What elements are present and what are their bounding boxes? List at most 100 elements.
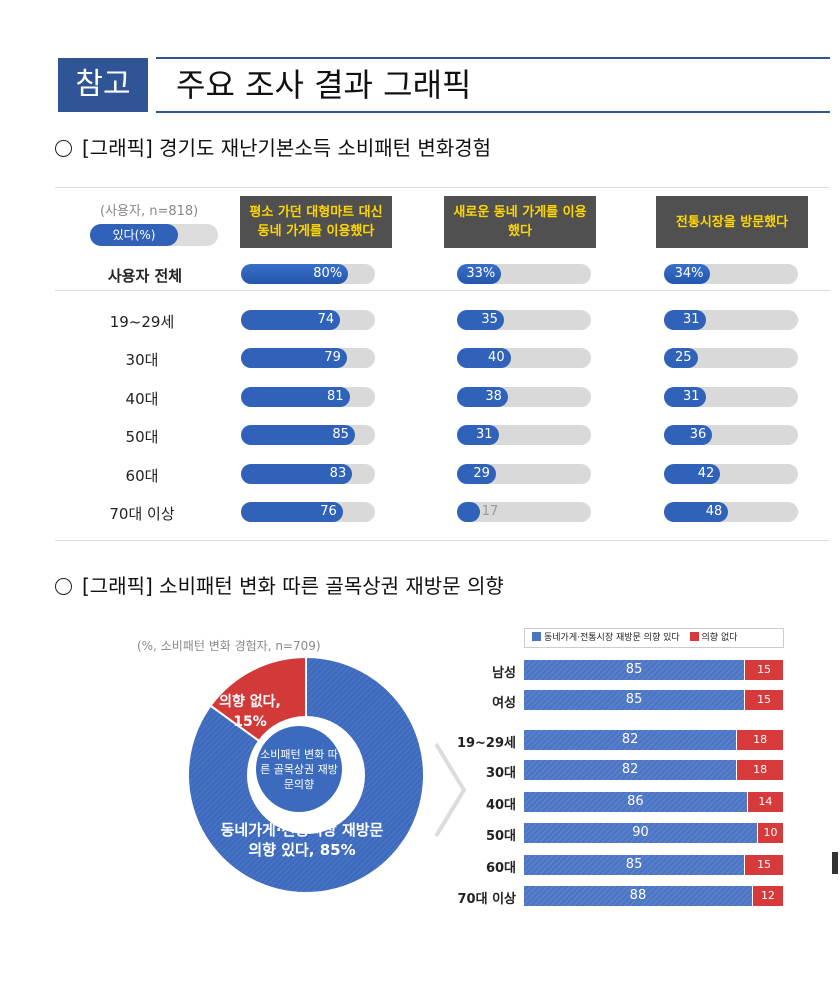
- chart3-legend: 동네가게·전통시장 재방문 의향 있다 의향 없다: [524, 628, 784, 648]
- chart1-bar: 29: [457, 464, 496, 484]
- chart1-bar-track: 31: [664, 310, 798, 330]
- chart1-row-label: 60대: [125, 467, 159, 485]
- chart1-bar: 76: [241, 502, 343, 522]
- chart3-bar-row: 85 15: [524, 690, 783, 710]
- chart1-bar: 33%: [457, 264, 502, 284]
- chart3-row-label: 70대 이상: [457, 892, 517, 907]
- page-edge-marker: [832, 852, 838, 874]
- chart1-bar: 81: [241, 387, 350, 407]
- chart1-bar-track: 40: [457, 348, 591, 368]
- chart1-bar-track: 36: [664, 425, 798, 445]
- chart1-bar: 31: [457, 425, 499, 445]
- chart3-bar-yes: 82: [524, 760, 737, 780]
- chart1-bar: 34%: [664, 264, 710, 284]
- chart3-bar-no: 18: [737, 760, 783, 780]
- revisit-donut-chart: [187, 655, 425, 894]
- chart1-bottom-rule: [55, 540, 830, 541]
- section2-title: [그래픽] 소비패턴 변화 따른 골목상권 재방문 의향: [82, 574, 504, 598]
- section1-title: [그래픽] 경기도 재난기본소득 소비패턴 변화경험: [82, 136, 492, 160]
- donut-label-no: 의향 없다, 15%: [219, 694, 281, 730]
- chart1-sample-note: (사용자, n=818): [100, 204, 199, 219]
- chart1-top-rule: [55, 187, 830, 188]
- chart1-bar-value: 17: [481, 504, 499, 519]
- legend-label-yes: 동네가게·전통시장 재방문 의향 있다: [544, 633, 680, 643]
- chart1-bar-track: 34%: [664, 264, 798, 284]
- legend-label-no: 의향 없다: [701, 633, 738, 643]
- chart1-bar-track: 76: [241, 502, 375, 522]
- chart3-bar-yes: 90: [524, 823, 758, 843]
- chart1-bar-track: 35: [457, 310, 591, 330]
- donut-label-yes: 동네가게·전통시장 재방문 의향 있다, 85%: [220, 821, 384, 859]
- chart1-bar-track: 33%: [457, 264, 591, 284]
- chevron-right-icon: [434, 742, 467, 838]
- chart3-bar-yes: 85: [524, 690, 745, 710]
- chart3-bar-yes: 82: [524, 730, 737, 750]
- chart1-column-header-3: 전통시장을 방문했다: [656, 196, 808, 248]
- chart1-bar-track: 85: [241, 425, 375, 445]
- chart3-row-label: 남성: [492, 666, 516, 681]
- chart1-column-header-1: 평소 가던 대형마트 대신 동네 가게를 이용했다: [240, 196, 392, 248]
- donut-slice: [209, 655, 307, 743]
- chart1-bar-track: 42: [664, 464, 798, 484]
- chart1-bar: 80%: [241, 264, 349, 284]
- chart3-row-label: 40대: [485, 798, 516, 813]
- chart3-bar-row: 82 18: [524, 760, 783, 780]
- chart3-bar-yes: 86: [524, 792, 747, 812]
- section1-heading: [그래픽] 경기도 재난기본소득 소비패턴 변화경험: [55, 132, 491, 161]
- chart1-row-label: 19~29세: [109, 313, 175, 331]
- chart1-bar-track: 48: [664, 502, 798, 522]
- chart1-bar: [457, 502, 480, 522]
- chart3-bar-no: 15: [745, 690, 783, 710]
- chart3-row-label: 50대: [485, 829, 516, 844]
- legend-swatch-yes: [532, 632, 541, 641]
- chart1-bar: 79: [241, 348, 347, 368]
- chart3-bar-yes: 88: [524, 886, 752, 906]
- chart3-row-label: 여성: [492, 696, 516, 711]
- chart1-row-label: 70대 이상: [109, 505, 175, 523]
- chart1-bar: 85: [241, 425, 355, 445]
- chart1-row-label: 50대: [125, 428, 159, 446]
- chart1-bar: 25: [664, 348, 698, 368]
- chart3-bar-no: 12: [752, 886, 783, 906]
- chart1-column-header-2: 새로운 동네 가게를 이용했다: [444, 196, 596, 248]
- chart1-row-label: 사용자 전체: [107, 267, 183, 285]
- chart3-bar-row: 82 18: [524, 730, 783, 750]
- chart3-row-label: 19~29세: [456, 736, 516, 751]
- chart2-sample-note: (%, 소비패턴 변화 경험자, n=709): [137, 639, 321, 653]
- chart1-bar: 31: [664, 310, 706, 330]
- chart1-bar-track: 83: [241, 464, 375, 484]
- chart1-bar: 36: [664, 425, 713, 445]
- header-rule-bottom: [156, 111, 830, 113]
- chart3-row-label: 30대: [485, 766, 516, 781]
- circle-bullet-icon: [55, 578, 72, 595]
- circle-bullet-icon: [55, 140, 72, 157]
- donut-center-label: 소비패턴 변화 따른 골목상권 재방문의향: [254, 724, 344, 814]
- chart3-bar-row: 88 12: [524, 886, 783, 906]
- chart1-bar-track: 17: [457, 502, 591, 522]
- chart1-bar: 42: [664, 464, 721, 484]
- chart3-row-label: 60대: [485, 861, 516, 876]
- chart3-bar-no: 18: [737, 730, 783, 750]
- chart3-bar-row: 90 10: [524, 823, 783, 843]
- chart1-row-label: 40대: [125, 390, 159, 408]
- chart3-bar-row: 85 15: [524, 660, 783, 680]
- chart1-bar: 48: [664, 502, 729, 522]
- chart1-bar: 74: [241, 310, 341, 330]
- chart3-bar-yes: 85: [524, 855, 745, 875]
- chart3-bar-yes: 85: [524, 660, 745, 680]
- chart1-row-label: 30대: [125, 351, 159, 369]
- chart1-bar-track: 31: [664, 387, 798, 407]
- chart3-bar-no: 15: [745, 660, 783, 680]
- chart1-divider: [55, 290, 830, 291]
- section-badge: 참고: [58, 58, 148, 112]
- chart1-bar-track: 31: [457, 425, 591, 445]
- chart1-bar: 38: [457, 387, 508, 407]
- chart3-bar-row: 86 14: [524, 792, 783, 812]
- chart1-bar: 40: [457, 348, 511, 368]
- chart1-bar-track: 81: [241, 387, 375, 407]
- section2-heading: [그래픽] 소비패턴 변화 따른 골목상권 재방문 의향: [55, 570, 504, 599]
- header-rule-top: [156, 57, 830, 59]
- chart1-bar: 83: [241, 464, 353, 484]
- chart1-bar-track: 38: [457, 387, 591, 407]
- chart3-bar-no: 10: [758, 823, 783, 843]
